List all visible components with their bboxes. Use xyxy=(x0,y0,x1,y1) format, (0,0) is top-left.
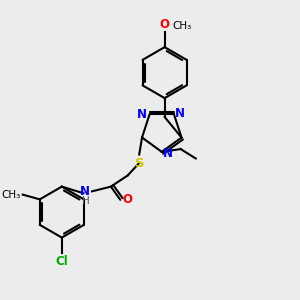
Text: N: N xyxy=(163,147,173,160)
Text: H: H xyxy=(82,196,90,206)
Text: CH₃: CH₃ xyxy=(172,21,191,32)
Text: CH₃: CH₃ xyxy=(2,190,21,200)
Text: O: O xyxy=(160,18,170,31)
Text: N: N xyxy=(80,185,90,198)
Text: O: O xyxy=(122,193,132,206)
Text: N: N xyxy=(175,107,185,120)
Text: N: N xyxy=(137,108,147,121)
Text: S: S xyxy=(135,158,145,170)
Text: Cl: Cl xyxy=(56,255,68,268)
